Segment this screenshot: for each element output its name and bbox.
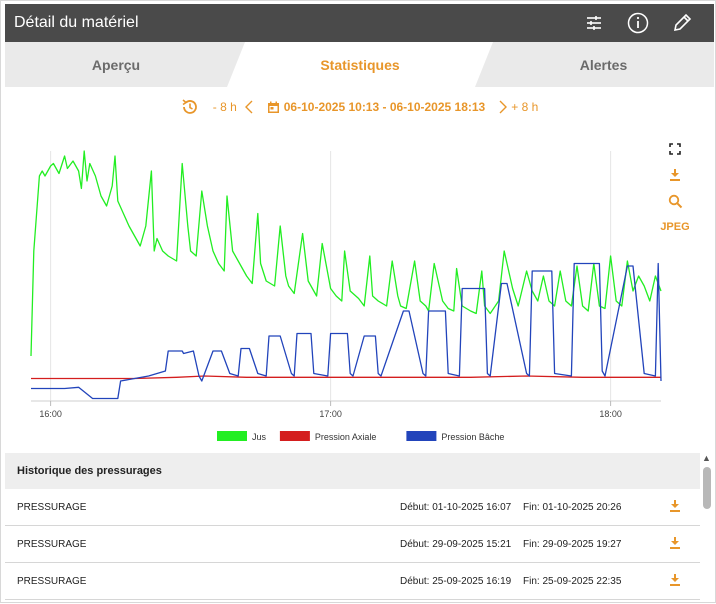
statistics-chart: 16:00 17:00 18:00 Jus Pression Axiale Pressio… xyxy=(30,150,662,442)
series-line-jus xyxy=(30,150,662,357)
row-name: PRESSURAGE xyxy=(17,539,87,550)
download-icon[interactable] xyxy=(668,536,682,553)
fullscreen-icon[interactable] xyxy=(669,137,681,161)
row-name: PRESSURAGE xyxy=(17,502,87,513)
title-bar: Détail du matériel xyxy=(5,4,714,42)
tab-label: Alertes xyxy=(579,56,628,73)
chart-tools: JPEG xyxy=(655,137,695,241)
download-icon[interactable] xyxy=(668,573,682,590)
scrollbar-thumb[interactable] xyxy=(703,467,711,509)
time-range-toolbar: - 8 h 06-10-2025 10:13 - 06-10-2025 18:1… xyxy=(5,91,714,123)
forward-label: + 8 h xyxy=(511,100,539,114)
download-icon[interactable] xyxy=(668,499,682,516)
chevron-left-icon xyxy=(244,100,253,114)
download-icon[interactable] xyxy=(668,163,682,187)
chevron-right-icon xyxy=(499,100,508,114)
zoom-icon[interactable] xyxy=(668,189,683,213)
row-start: Début: 29-09-2025 15:21 xyxy=(400,539,512,550)
row-start: Début: 25-09-2025 16:19 xyxy=(400,576,512,587)
history-row[interactable]: PRESSURAGE Début: 25-09-2025 16:19 Fin: … xyxy=(5,563,700,600)
header-actions xyxy=(582,4,714,42)
x-tick-label: 16:00 xyxy=(39,409,62,419)
tab-statistiques[interactable]: Statistiques xyxy=(245,42,475,87)
date-range-picker[interactable]: 06-10-2025 10:13 - 06-10-2025 18:13 xyxy=(267,100,485,114)
history-icon[interactable] xyxy=(181,98,199,116)
legend-swatch xyxy=(406,431,437,441)
row-start: Début: 01-10-2025 16:07 xyxy=(400,502,512,513)
tab-apercu[interactable]: Aperçu xyxy=(5,42,227,87)
tune-icon[interactable] xyxy=(582,11,606,35)
edit-icon[interactable] xyxy=(670,11,694,35)
forward-8h-button[interactable]: + 8 h xyxy=(497,99,538,115)
calendar-icon xyxy=(267,101,279,113)
date-range-label: 06-10-2025 10:13 - 06-10-2025 18:13 xyxy=(283,100,486,114)
tab-alertes[interactable]: Alertes xyxy=(493,42,714,87)
history-title: Historique des pressurages xyxy=(17,465,162,477)
tab-label: Statistiques xyxy=(320,56,400,73)
row-end: Fin: 01-10-2025 20:26 xyxy=(523,502,622,513)
series-line-pression-axiale xyxy=(31,375,661,380)
x-tick-label: 17:00 xyxy=(319,409,342,419)
history-scrollbar[interactable]: ▲ xyxy=(701,453,713,604)
row-name: PRESSURAGE xyxy=(17,576,87,587)
history-row[interactable]: PRESSURAGE Début: 29-09-2025 15:21 Fin: … xyxy=(5,526,700,563)
row-end: Fin: 25-09-2025 22:35 xyxy=(523,576,622,587)
legend-label: Pression Bâche xyxy=(441,432,504,442)
series-line-pression-b-che xyxy=(31,262,662,400)
legend-swatch xyxy=(217,431,247,441)
scroll-up-icon[interactable]: ▲ xyxy=(702,453,711,463)
page-title: Détail du matériel xyxy=(14,14,139,31)
legend-label: Pression Axiale xyxy=(315,432,377,442)
info-icon[interactable] xyxy=(626,11,650,35)
legend-swatch xyxy=(279,431,310,441)
back-8h-button[interactable]: - 8 h xyxy=(213,99,255,115)
x-tick-label: 18:00 xyxy=(599,409,622,419)
jpeg-export-button[interactable]: JPEG xyxy=(660,221,690,233)
history-row[interactable]: PRESSURAGE Début: 01-10-2025 16:07 Fin: … xyxy=(5,489,700,526)
history-header: Historique des pressurages xyxy=(5,453,700,489)
back-label: - 8 h xyxy=(212,100,237,114)
tab-label: Aperçu xyxy=(91,56,141,73)
row-end: Fin: 29-09-2025 19:27 xyxy=(523,539,622,550)
active-tab-shape xyxy=(227,42,493,87)
tab-bar: Aperçu Statistiques Alertes xyxy=(5,42,714,87)
legend-label: Jus xyxy=(252,432,267,442)
